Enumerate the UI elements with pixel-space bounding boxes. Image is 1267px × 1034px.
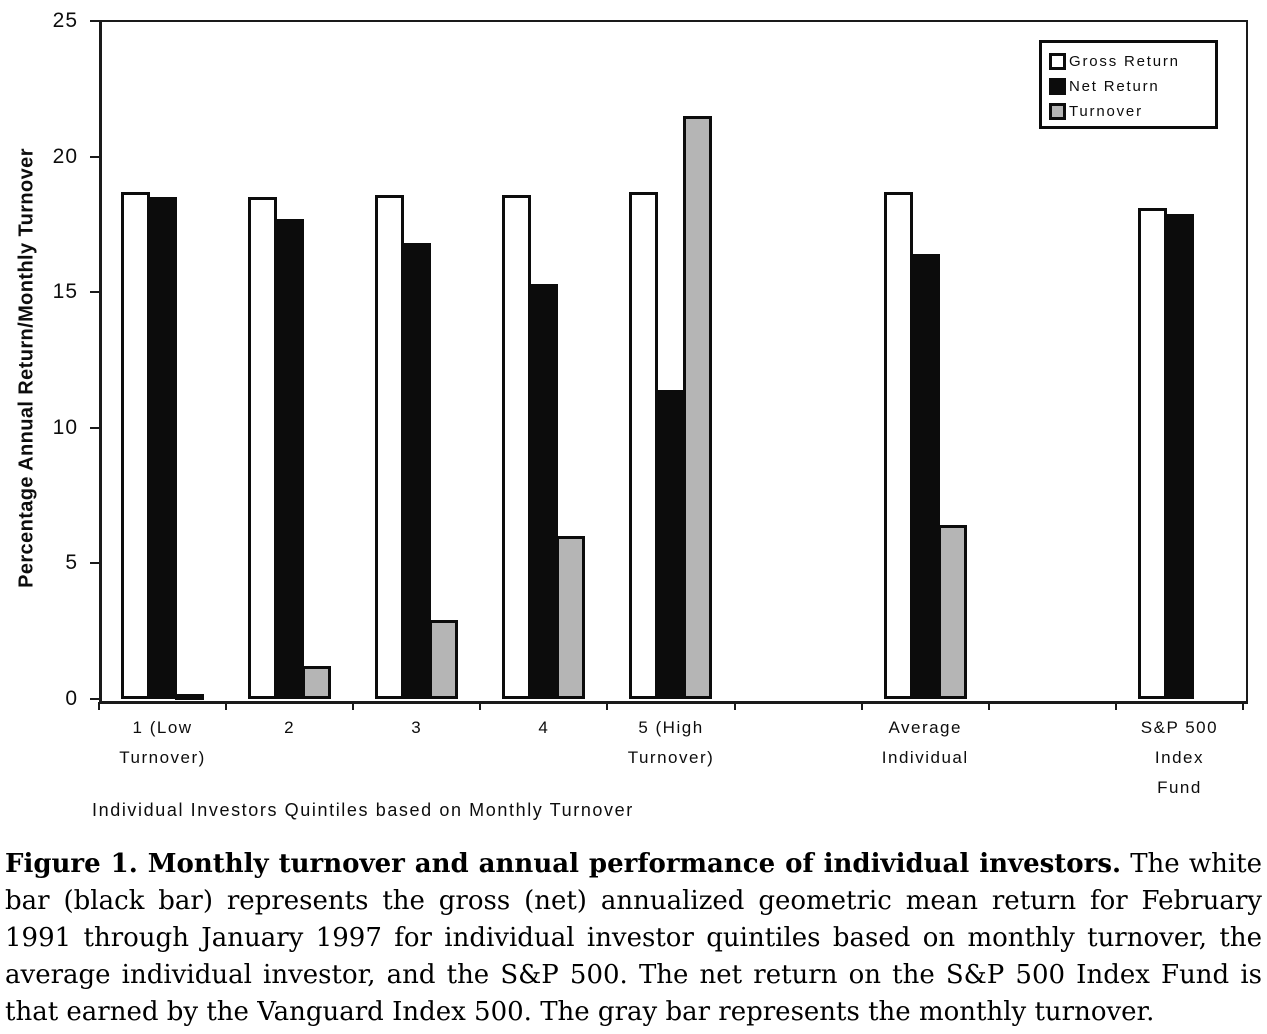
bar-net-return (402, 243, 431, 699)
bar-gross-return (248, 197, 277, 699)
x-axis-tick (1242, 702, 1244, 710)
legend-label: Turnover (1069, 103, 1143, 120)
x-axis-tick (479, 702, 482, 710)
x-tick-label-line: 2 (284, 718, 296, 737)
y-tick-label: 0 (65, 687, 78, 710)
x-axis-title: Individual Investors Quintiles based on … (92, 800, 634, 820)
x-tick-label-line: Index (1154, 748, 1204, 767)
y-axis-tick (90, 698, 99, 700)
legend-swatch-icon (1049, 78, 1066, 95)
y-tick-label: 5 (65, 551, 78, 575)
x-axis-tick (606, 702, 609, 710)
legend-swatch-icon (1049, 103, 1066, 120)
x-axis-tick (225, 702, 228, 710)
figure-caption-body: The white bar (black bar) represents the… (5, 849, 1263, 1027)
legend: Gross Return Net Return Turnover (1039, 40, 1218, 129)
x-tick-label-line: Average (888, 718, 962, 737)
x-axis-tick (98, 702, 100, 710)
x-axis-tick (860, 702, 863, 710)
bar-turnover (429, 620, 458, 699)
y-axis-tick (90, 155, 99, 158)
figure-caption-title: Figure 1. Monthly turnover and annual pe… (5, 849, 1122, 879)
x-tick-label: S&P 500 Index Fund (1094, 713, 1264, 803)
y-axis-tick (90, 562, 99, 565)
x-axis-tick (987, 702, 990, 710)
bar-turnover (302, 666, 331, 699)
x-axis-tick (1114, 702, 1117, 710)
bar-gross-return (1138, 208, 1167, 699)
legend-label: Gross Return (1069, 53, 1180, 70)
bar-net-return (1165, 213, 1194, 699)
x-tick-label-line: Turnover) (627, 748, 715, 767)
x-tick-label: 4 (459, 713, 629, 743)
x-tick-label: 3 (332, 713, 502, 743)
y-axis-tick (90, 291, 99, 294)
y-axis-title: Percentage Annual Return/Monthly Turnove… (15, 148, 38, 588)
bar-gross-return (629, 191, 658, 699)
bar-turnover (175, 693, 204, 700)
bar-turnover (683, 115, 712, 699)
x-axis-tick (733, 702, 736, 710)
y-tick-label: 20 (52, 144, 78, 168)
bar-net-return (911, 254, 940, 699)
legend-item: Gross Return (1049, 49, 1215, 74)
legend-label: Net Return (1069, 78, 1160, 95)
x-tick-label-line: 1 (Low (132, 718, 193, 737)
x-tick-label-line: Fund (1157, 778, 1202, 797)
x-tick-label: 1 (Low Turnover) (78, 713, 248, 773)
bar-net-return (275, 218, 304, 699)
bar-gross-return (121, 191, 150, 699)
bar-net-return (656, 389, 685, 699)
bar-gross-return (884, 191, 913, 699)
x-tick-label: Average Individual (840, 713, 1010, 773)
bar-gross-return (375, 194, 404, 699)
legend-item: Turnover (1049, 99, 1215, 124)
x-tick-label-line: Individual (881, 748, 969, 767)
bar-net-return (529, 284, 558, 699)
legend-item: Net Return (1049, 74, 1215, 99)
bar-net-return (148, 197, 177, 699)
x-tick-label-line: 3 (411, 718, 423, 737)
bar-gross-return (502, 194, 531, 699)
x-tick-label-line: 5 (High (638, 718, 704, 737)
x-tick-label-line: 4 (538, 718, 550, 737)
bar-turnover (938, 525, 967, 699)
y-axis-tick (90, 426, 99, 429)
legend-swatch-icon (1049, 53, 1066, 70)
y-tick-label: 10 (52, 415, 78, 439)
figure-caption: Figure 1. Monthly turnover and annual pe… (5, 846, 1262, 1031)
x-tick-label: 5 (High Turnover) (586, 713, 756, 773)
x-axis-tick (352, 702, 355, 710)
x-tick-label-line: S&P 500 (1140, 718, 1219, 737)
x-tick-label: 2 (205, 713, 375, 743)
x-tick-label-line: Turnover) (119, 748, 206, 767)
y-tick-label: 15 (52, 280, 78, 304)
y-axis-tick (90, 20, 99, 22)
y-tick-label: 25 (52, 9, 78, 32)
bar-turnover (556, 536, 585, 699)
